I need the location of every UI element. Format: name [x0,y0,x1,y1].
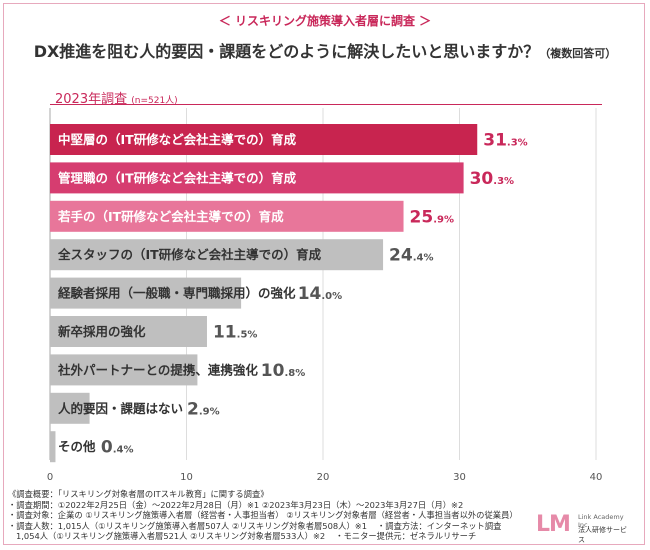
chart-bars: 中堅層の（IT研修など会社主導での）育成 31.3% 管理職の（IT研修など会社主導… [50,124,528,463]
bar [50,392,90,424]
category-label: その他 [58,439,96,454]
bar [50,124,478,155]
category-label: 若手の（IT研修など会社主導での）育成 [57,209,284,224]
value-label: 0.4% [101,438,134,458]
footnote-line: ・調査対象：企業の ①リスキリング施策導入者層（経営者・人事担当者） ②リスキリ… [8,510,518,520]
year-label-text: 2023年調査 [55,92,128,107]
x-tick-label: 10 [180,472,193,480]
value-label: 25.9% [410,207,454,227]
logo-name-jp: 法人研修サービス [578,526,627,544]
value-label: 10.8% [261,361,305,381]
category-label: 人的要因・課題はない [58,401,183,416]
footnote-row: ・調査人数：1,015人（①リスキリング施策導入者層507人 ②リスキリング対象… [8,521,528,532]
bar [50,200,404,232]
footnote-line: 1,054人（①リスキリング施策導入者層521人 ②リスキリング対象者層533人… [16,531,326,541]
company-logo: LM Link Academy Inc. 法人研修サービス [536,512,632,544]
footnote-line: 《調査概要：「リスキリング対象者層のITスキル教育」に関する調査》 [8,489,269,499]
year-rule [50,104,602,105]
chart-title-note: （複数回答可） [539,47,617,60]
bar [50,316,207,347]
logo-mark: LM [536,512,571,537]
chart-title: DX推進を阻む人的要因・課題をどのように解決したいと思いますか？（複数回答可） [0,38,650,62]
survey-footnote: 《調査概要：「リスキリング対象者層のITスキル教育」に関する調査》 ・調査期間：… [8,489,528,542]
value-label: 31.3% [483,131,527,151]
x-tick-label: 20 [317,472,330,480]
sample-size: (n=521人) [131,96,178,106]
year-label: 2023年調査 (n=521人) [55,88,178,107]
x-tick-label: 0 [47,472,53,480]
value-label: 24.4% [389,246,433,266]
x-tick-label: 40 [590,472,603,480]
footnote-line: ・調査方法：インターネット調査 [376,520,502,531]
category-label: 経験者採用（一般職・専門職採用）の強化 [58,286,296,301]
value-label: 30.3% [470,169,514,189]
footnote-row: 1,054人（①リスキリング施策導入者層521人 ②リスキリング対象者層533人… [8,531,528,542]
bar [50,162,464,194]
survey-kicker: ＜ リスキリング施策導入者層に調査 ＞ [218,14,432,28]
bar [50,354,198,386]
value-label: 14.0% [298,284,342,304]
chart-title-text: DX推進を阻む人的要因・課題をどのように解決したいと思いますか？ [33,42,540,61]
footnote-line: ・モニター提供元：ゼネラルリサーチ [335,531,477,541]
category-label: 管理職の（IT研修など会社主導での）育成 [58,170,297,185]
bar [50,239,384,271]
bar-chart: 中堅層の（IT研修など会社主導での）育成 31.3% 管理職の（IT研修など会社主導… [47,108,603,480]
category-label: 中堅層の（IT研修など会社主導での）育成 [58,132,297,147]
bar [50,431,56,463]
bar [50,277,242,309]
footnote-line: ・調査期間：①2022年2月25日（金）～2022年2月28日（月）※1 ②20… [8,499,464,510]
x-tick-label: 30 [453,472,466,480]
value-label: 11.5% [213,323,257,343]
chart-frame [3,3,645,545]
category-label: 全スタッフの（IT研修など会社主導での）育成 [57,247,322,262]
value-label: 2.9% [187,399,220,419]
category-label: 社外パートナーとの提携、連携強化 [57,362,258,377]
logo-name-en: Link Academy Inc. [578,513,624,529]
chart-x-ticks: 0 10 20 30 40 [47,472,603,480]
category-label: 新卒採用の強化 [58,324,146,339]
footnote-line: ・調査人数：1,015人（①リスキリング施策導入者層507人 ②リスキリング対象… [8,520,367,531]
